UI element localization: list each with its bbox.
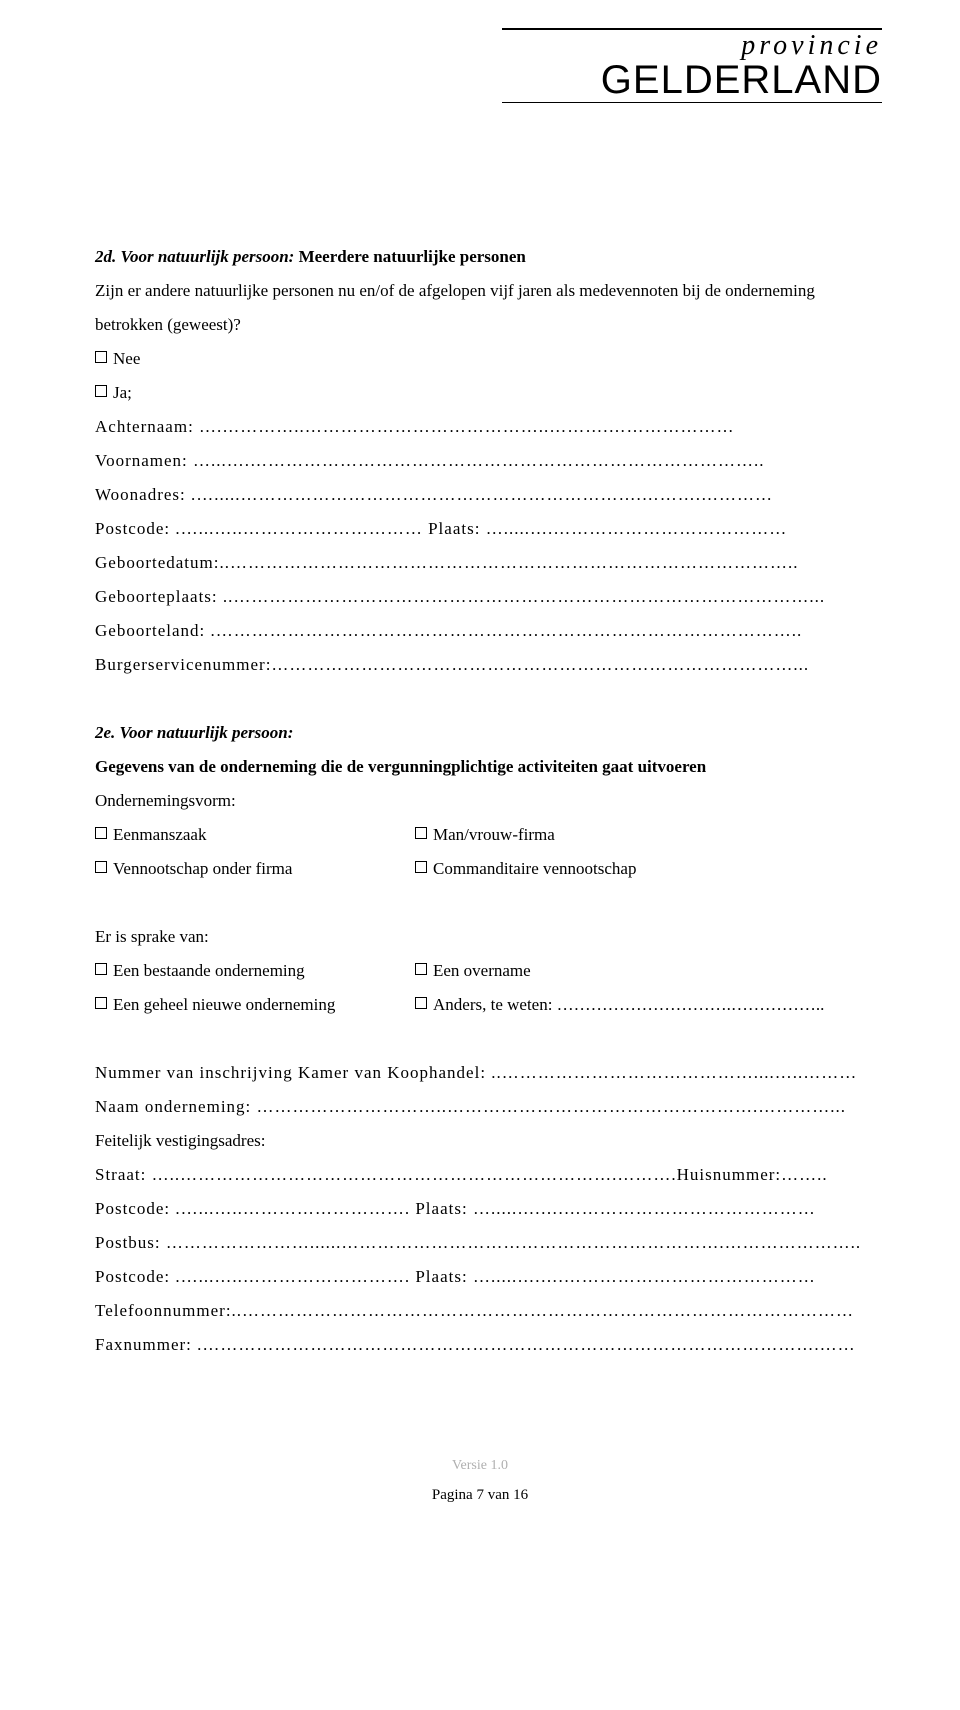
checkbox-icon[interactable] bbox=[415, 827, 427, 839]
field-postcode2: Postcode: .…...…..………………………. Plaats: …..… bbox=[95, 1260, 865, 1294]
field-postcode-plaats: Postcode: .…...…..………………………… Plaats: …..… bbox=[95, 512, 865, 546]
ondernemingsvorm-row1: Eenmanszaak Man/vrouw-firma bbox=[95, 818, 865, 852]
option-ja: Ja; bbox=[95, 376, 865, 410]
logo-provincie-text: provincie bbox=[502, 32, 882, 60]
checkbox-icon[interactable] bbox=[95, 861, 107, 873]
opt-anders: Anders, te weten: ………………………….…………….. bbox=[433, 995, 824, 1014]
field-woonadres: Woonadres: .….....…………………………………………………………… bbox=[95, 478, 865, 512]
footer-page-number: Pagina 7 van 16 bbox=[95, 1480, 865, 1510]
opt-nieuw: Een geheel nieuwe onderneming bbox=[113, 995, 335, 1014]
opt-overname: Een overname bbox=[433, 961, 531, 980]
logo-bottom-rule bbox=[502, 102, 882, 104]
vestigingsadres-label: Feitelijk vestigingsadres: bbox=[95, 1124, 865, 1158]
field-geboorteplaats: Geboorteplaats: ..…………………………………………………………… bbox=[95, 580, 865, 614]
section-2d: 2d. Voor natuurlijk persoon: Meerdere na… bbox=[95, 240, 865, 682]
bedrijfsgegevens-block: Nummer van inschrijving Kamer van Koopha… bbox=[95, 1056, 865, 1362]
ondernemingsvorm-row2: Vennootschap onder firma Commanditaire v… bbox=[95, 852, 865, 886]
sprake-van-block: Er is sprake van: Een bestaande ondernem… bbox=[95, 920, 865, 1022]
section-2e-subhead: Gegevens van de onderneming die de vergu… bbox=[95, 750, 865, 784]
footer-version: Versie 1.0 bbox=[95, 1452, 865, 1480]
opt-bestaand: Een bestaande onderneming bbox=[113, 961, 305, 980]
field-geboorteland: Geboorteland: .…………………………………………………………………… bbox=[95, 614, 865, 648]
section-2d-heading: 2d. Voor natuurlijk persoon: Meerdere na… bbox=[95, 240, 865, 274]
section-2d-title-rest: Meerdere natuurlijke personen bbox=[294, 247, 526, 266]
opt-man-vrouw: Man/vrouw-firma bbox=[433, 825, 555, 844]
logo-block: provincie GELDERLAND bbox=[502, 28, 882, 103]
page-footer: Versie 1.0 Pagina 7 van 16 bbox=[95, 1452, 865, 1510]
checkbox-icon[interactable] bbox=[95, 997, 107, 1009]
checkbox-icon[interactable] bbox=[95, 827, 107, 839]
opt-cv: Commanditaire vennootschap bbox=[433, 859, 636, 878]
document-body: 2d. Voor natuurlijk persoon: Meerdere na… bbox=[95, 60, 865, 1510]
field-postbus: Postbus: ……………………......……………………………………………… bbox=[95, 1226, 865, 1260]
sprake-row2: Een geheel nieuwe onderneming Anders, te… bbox=[95, 988, 865, 1022]
opt-eenmanszaak: Eenmanszaak bbox=[113, 825, 206, 844]
ondernemingsvorm-label: Ondernemingsvorm: bbox=[95, 784, 865, 818]
sprake-row1: Een bestaande onderneming Een overname bbox=[95, 954, 865, 988]
field-telefoon: Telefoonnummer:..……………………………………………………………… bbox=[95, 1294, 865, 1328]
checkbox-icon[interactable] bbox=[95, 963, 107, 975]
opt-vof: Vennootschap onder firma bbox=[113, 859, 292, 878]
checkbox-icon[interactable] bbox=[95, 385, 107, 397]
checkbox-icon[interactable] bbox=[415, 997, 427, 1009]
field-geboortedatum: Geboortedatum:..………………………………………………………………… bbox=[95, 546, 865, 580]
sprake-van-label: Er is sprake van: bbox=[95, 920, 865, 954]
checkbox-icon[interactable] bbox=[95, 351, 107, 363]
field-fax: Faxnummer: .…………………………………………………………………………… bbox=[95, 1328, 865, 1362]
page-container: provincie GELDERLAND 2d. Voor natuurlijk… bbox=[0, 0, 960, 1550]
section-2d-intro: Zijn er andere natuurlijke personen nu e… bbox=[95, 274, 865, 342]
field-kvk: Nummer van inschrijving Kamer van Koopha… bbox=[95, 1056, 865, 1090]
checkbox-icon[interactable] bbox=[415, 861, 427, 873]
field-achternaam: Achternaam: ….…………..…………………………………..……….…… bbox=[95, 410, 865, 444]
section-2d-prefix: 2d. Voor natuurlijk persoon: bbox=[95, 247, 294, 266]
field-naam-onderneming: Naam onderneming: …………………………..…………………………… bbox=[95, 1090, 865, 1124]
logo-gelderland-text: GELDERLAND bbox=[502, 60, 882, 100]
option-nee: Nee bbox=[95, 342, 865, 376]
field-bsn: Burgerservicenummer:……………………………………………………… bbox=[95, 648, 865, 682]
field-postcode1: Postcode: .…...…..………………………. Plaats: …..… bbox=[95, 1192, 865, 1226]
checkbox-icon[interactable] bbox=[415, 963, 427, 975]
option-nee-label: Nee bbox=[113, 349, 140, 368]
field-straat: Straat: …..……………………………………………………………….……….… bbox=[95, 1158, 865, 1192]
field-voornamen: Voornamen: …...….……………………………………………………………… bbox=[95, 444, 865, 478]
option-ja-label: Ja; bbox=[113, 383, 132, 402]
section-2e: 2e. Voor natuurlijk persoon: Gegevens va… bbox=[95, 716, 865, 886]
section-2e-prefix: 2e. Voor natuurlijk persoon: bbox=[95, 716, 865, 750]
